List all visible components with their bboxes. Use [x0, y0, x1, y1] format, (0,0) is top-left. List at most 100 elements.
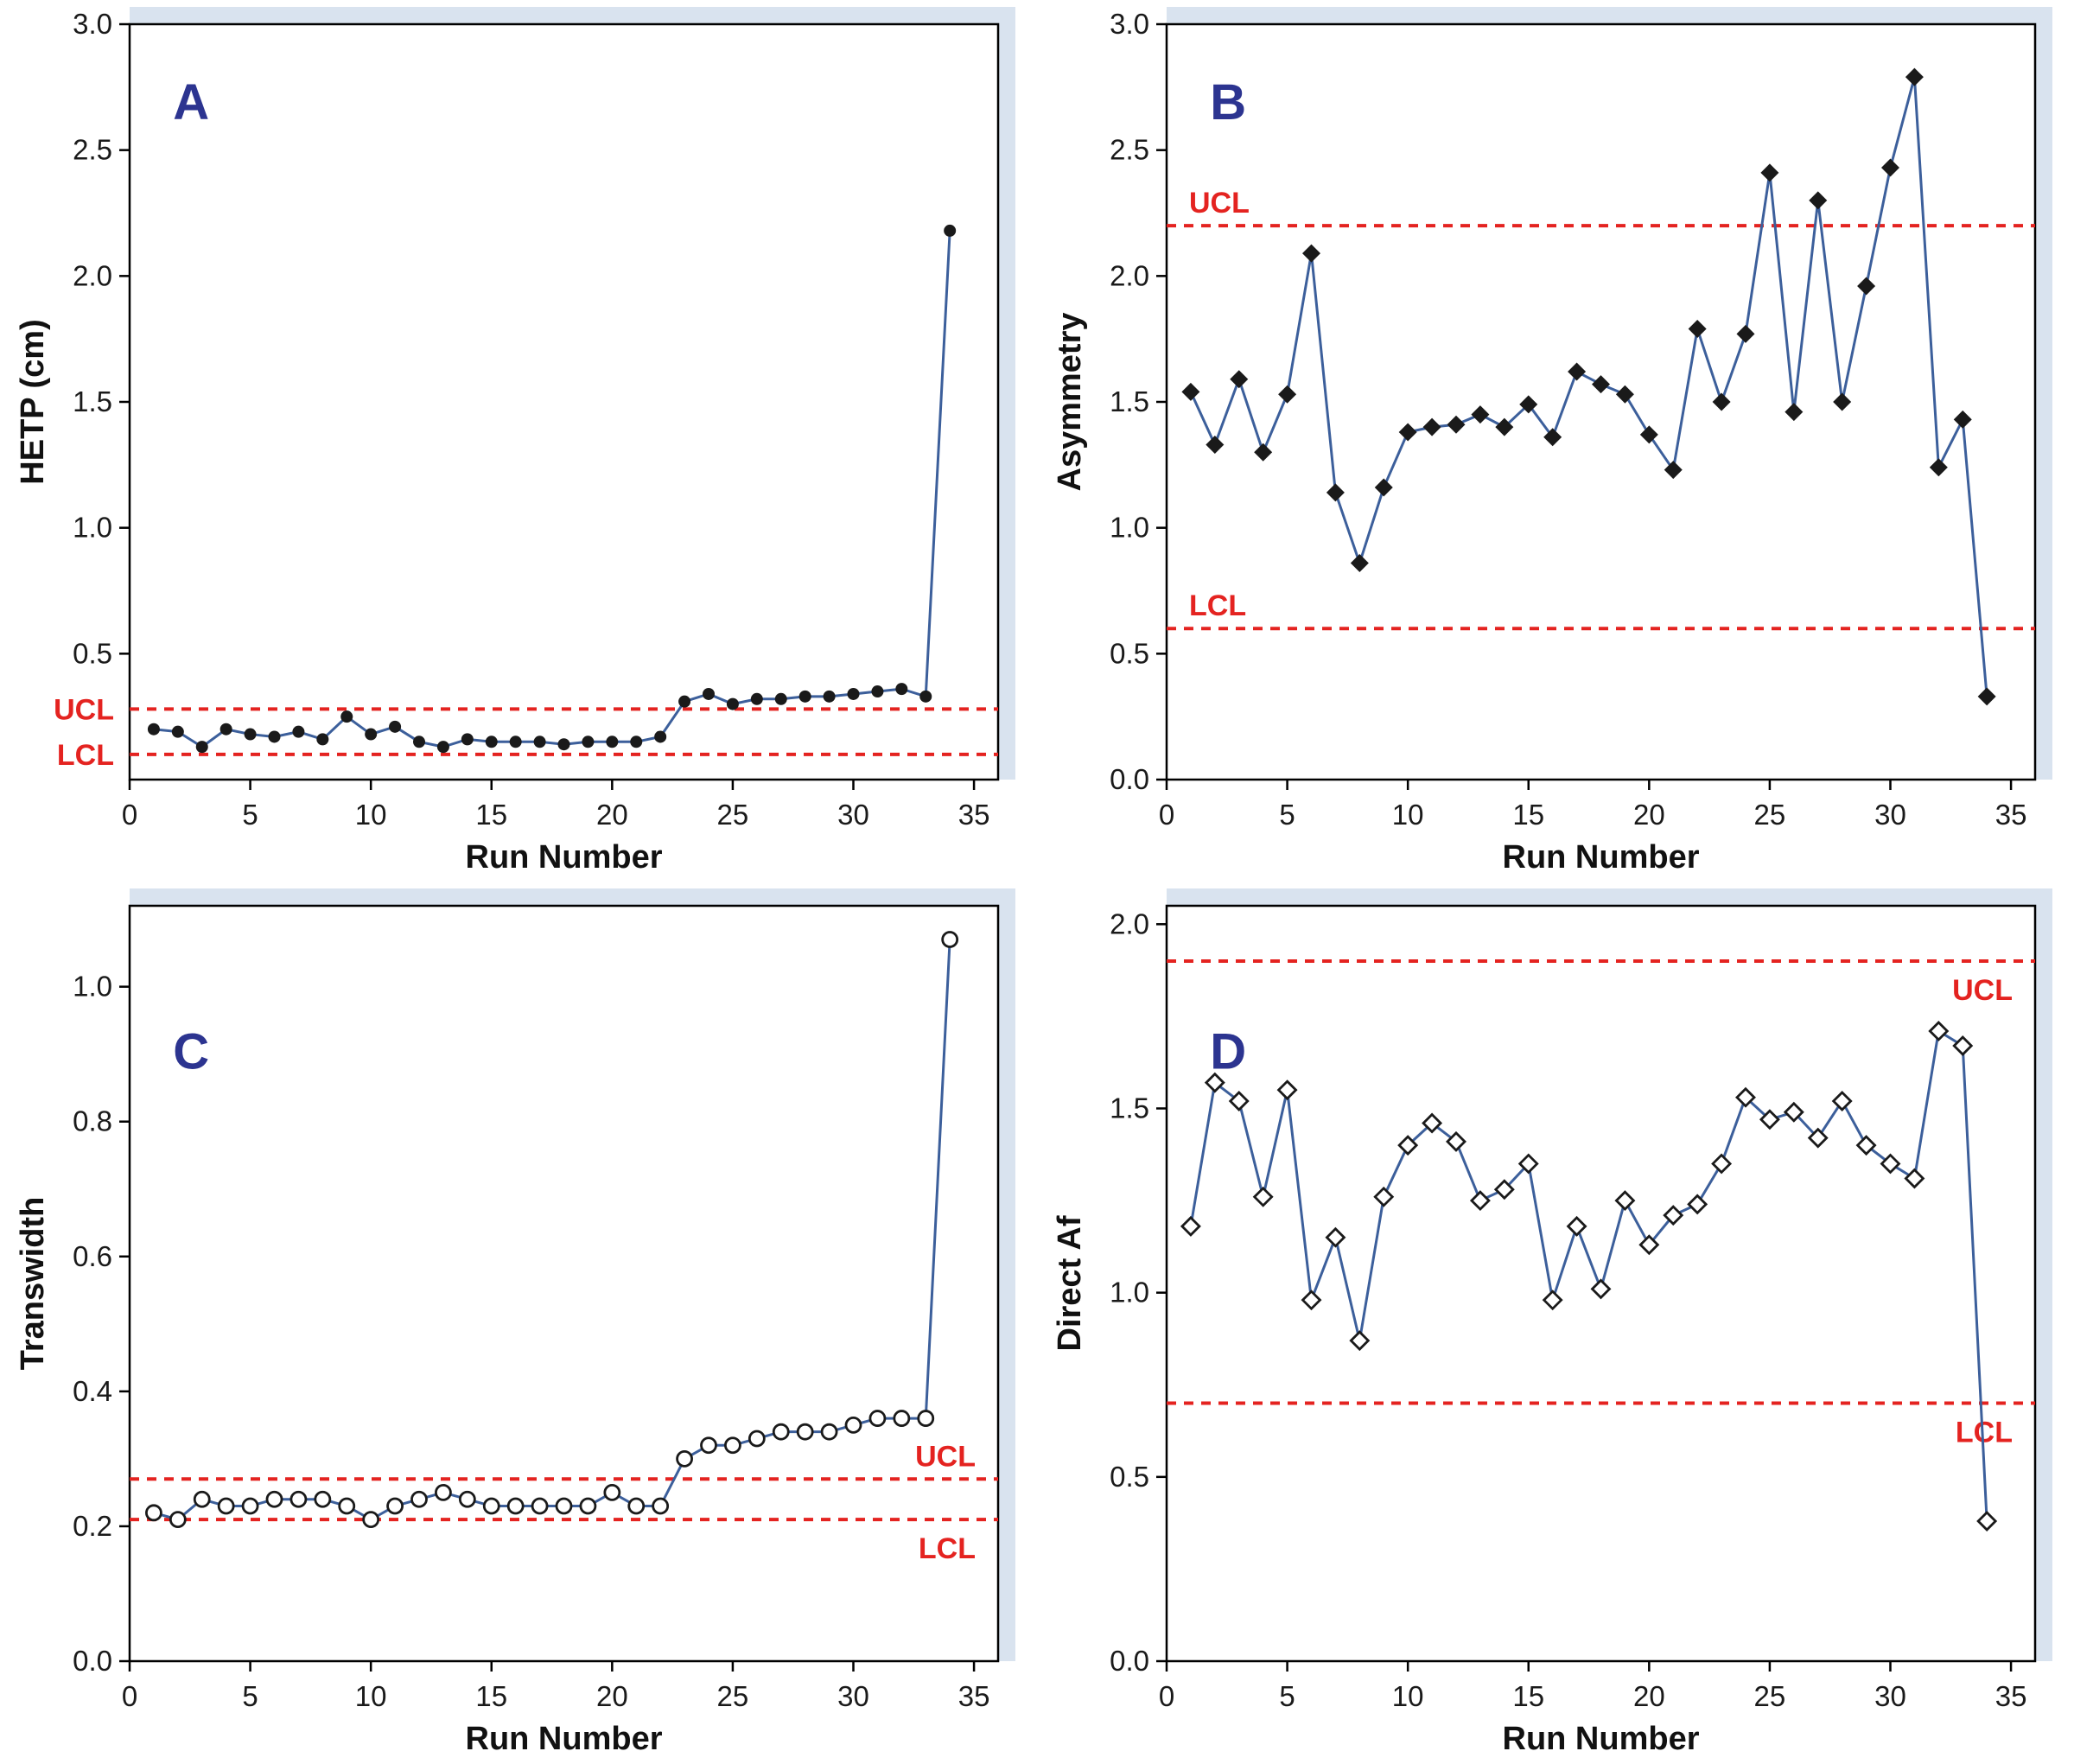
svg-text:1.0: 1.0 [73, 971, 112, 1003]
data-series [1181, 67, 1996, 706]
svg-text:0.4: 0.4 [73, 1375, 112, 1407]
panel-b-asymmetry: 0 5 10 15 20 25 30 35 Run Number 0.0 0.5 1.0 1.5 2.0 2… [1037, 0, 2074, 882]
control-limits: UCL LCL [1167, 187, 2035, 631]
svg-text:0.5: 0.5 [73, 637, 112, 669]
panel-letter-a: A [173, 74, 209, 131]
svg-text:25: 25 [1754, 799, 1786, 831]
svg-text:15: 15 [1512, 1680, 1544, 1712]
chart-d-svg: 0 5 10 15 20 25 30 35 Run Number 0.0 0.5 1.0 1.5 2.0 D… [1052, 888, 2052, 1757]
svg-text:15: 15 [475, 799, 507, 831]
svg-text:0.5: 0.5 [1110, 637, 1149, 669]
x-axis: 0 5 10 15 20 25 30 35 Run Number [1159, 1661, 2027, 1757]
svg-text:1.5: 1.5 [73, 385, 112, 417]
svg-text:1.0: 1.0 [73, 512, 112, 544]
plot-frame [1165, 888, 2052, 1663]
svg-text:0.2: 0.2 [73, 1510, 112, 1542]
limit-label-lcl: LCL [57, 739, 114, 772]
svg-text:35: 35 [958, 1680, 990, 1712]
svg-text:30: 30 [837, 1680, 869, 1712]
panel-c-transwidth: 0 5 10 15 20 25 30 35 Run Number 0.0 0.2 0.4 0.6 0.8 1… [0, 882, 1037, 1763]
svg-text:0.0: 0.0 [1110, 1645, 1149, 1677]
data-series [145, 931, 959, 1529]
svg-text:35: 35 [1995, 1680, 2027, 1712]
svg-text:10: 10 [355, 799, 387, 831]
svg-text:20: 20 [1633, 1680, 1665, 1712]
svg-text:Run Number: Run Number [1503, 839, 1700, 876]
svg-text:0.0: 0.0 [73, 1645, 112, 1677]
svg-text:0.5: 0.5 [1110, 1461, 1149, 1493]
panel-letter-d: D [1210, 1024, 1246, 1080]
panel-d-direct-af: 0 5 10 15 20 25 30 35 Run Number 0.0 0.5 1.0 1.5 2.0 D… [1037, 882, 2074, 1763]
chart-a-svg: 0 5 10 15 20 25 30 35 Run Number 0.5 1.0 1.5 2.0 2.5 3… [15, 7, 1015, 876]
svg-text:5: 5 [242, 1680, 258, 1712]
svg-text:20: 20 [1633, 799, 1665, 831]
limit-label-lcl: LCL [1189, 589, 1246, 622]
limit-label-lcl: LCL [919, 1532, 976, 1565]
svg-text:35: 35 [1995, 799, 2027, 831]
svg-text:30: 30 [1874, 799, 1906, 831]
y-axis: 0.0 0.2 0.4 0.6 0.8 1.0 Transwidth [15, 971, 130, 1677]
svg-text:10: 10 [1392, 799, 1424, 831]
limit-label-ucl: UCL [1189, 187, 1250, 220]
svg-text:20: 20 [596, 799, 628, 831]
svg-text:0: 0 [122, 1680, 137, 1712]
svg-text:Asymmetry: Asymmetry [1052, 313, 1088, 492]
control-limits: UCL LCL [130, 1440, 998, 1565]
svg-text:2.0: 2.0 [73, 259, 112, 291]
chart-c-svg: 0 5 10 15 20 25 30 35 Run Number 0.0 0.2 0.4 0.6 0.8 1… [15, 888, 1015, 1757]
chart-b-svg: 0 5 10 15 20 25 30 35 Run Number 0.0 0.5 1.0 1.5 2.0 2… [1052, 7, 2052, 876]
svg-text:Transwidth: Transwidth [15, 1197, 51, 1371]
limit-label-ucl: UCL [54, 693, 114, 726]
plot-frame [128, 7, 1015, 781]
panel-letter-c: C [173, 1024, 209, 1080]
panel-a-hetp: 0 5 10 15 20 25 30 35 Run Number 0.5 1.0 1.5 2.0 2.5 3… [0, 0, 1037, 882]
data-series [1180, 1020, 1998, 1532]
y-axis: 0.0 0.5 1.0 1.5 2.0 2.5 3.0 Asymmetry [1052, 8, 1167, 795]
svg-text:5: 5 [1279, 799, 1295, 831]
svg-text:20: 20 [596, 1680, 628, 1712]
y-axis: 0.5 1.0 1.5 2.0 2.5 3.0 HETP (cm) [15, 8, 130, 669]
x-axis: 0 5 10 15 20 25 30 35 Run Number [1159, 780, 2027, 876]
svg-text:Run Number: Run Number [1503, 1721, 1700, 1757]
panel-letter-b: B [1210, 74, 1246, 131]
svg-text:3.0: 3.0 [1110, 8, 1149, 40]
data-series [147, 224, 957, 754]
svg-text:0.8: 0.8 [73, 1105, 112, 1137]
svg-text:0: 0 [1159, 799, 1174, 831]
svg-text:Direct Af: Direct Af [1052, 1215, 1088, 1351]
svg-text:15: 15 [1512, 799, 1544, 831]
svg-text:0.0: 0.0 [1110, 763, 1149, 795]
svg-text:1.5: 1.5 [1110, 385, 1149, 417]
svg-text:30: 30 [837, 799, 869, 831]
svg-text:0: 0 [122, 799, 137, 831]
svg-text:25: 25 [1754, 1680, 1786, 1712]
control-limits: UCL LCL [54, 693, 998, 772]
svg-text:5: 5 [242, 799, 258, 831]
svg-text:25: 25 [717, 1680, 749, 1712]
svg-text:2.0: 2.0 [1110, 259, 1149, 291]
plot-frame [1165, 7, 2052, 781]
svg-text:1.5: 1.5 [1110, 1092, 1149, 1124]
x-axis: 0 5 10 15 20 25 30 35 Run Number [122, 1661, 990, 1757]
limit-label-ucl: UCL [915, 1440, 976, 1473]
svg-text:1.0: 1.0 [1110, 512, 1149, 544]
svg-text:2.5: 2.5 [1110, 134, 1149, 166]
limit-label-ucl: UCL [1952, 974, 2013, 1007]
svg-text:0.6: 0.6 [73, 1240, 112, 1272]
svg-text:15: 15 [475, 1680, 507, 1712]
svg-text:35: 35 [958, 799, 990, 831]
svg-text:25: 25 [717, 799, 749, 831]
svg-text:2.5: 2.5 [73, 134, 112, 166]
svg-text:10: 10 [355, 1680, 387, 1712]
svg-text:30: 30 [1874, 1680, 1906, 1712]
svg-text:10: 10 [1392, 1680, 1424, 1712]
svg-text:0: 0 [1159, 1680, 1174, 1712]
svg-text:Run Number: Run Number [466, 839, 663, 876]
svg-text:3.0: 3.0 [73, 8, 112, 40]
plot-frame [128, 888, 1015, 1663]
svg-text:5: 5 [1279, 1680, 1295, 1712]
svg-text:1.0: 1.0 [1110, 1277, 1149, 1309]
svg-text:Run Number: Run Number [466, 1721, 663, 1757]
y-axis: 0.0 0.5 1.0 1.5 2.0 Direct Af [1052, 907, 1167, 1677]
